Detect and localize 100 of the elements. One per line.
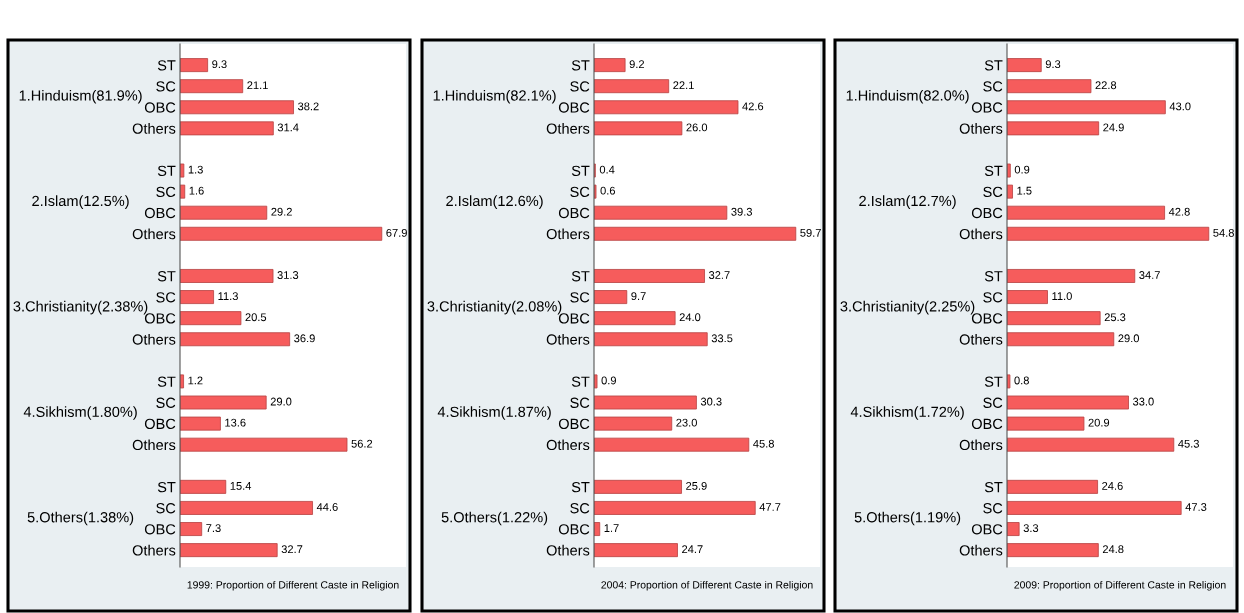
y-tick-label: OBC bbox=[144, 207, 176, 219]
y-tick-label: ST bbox=[571, 481, 590, 493]
data-label: 42.8 bbox=[1168, 207, 1190, 216]
y-tick-label: Others bbox=[546, 439, 590, 451]
data-label: 32.7 bbox=[281, 545, 303, 554]
data-label: 44.6 bbox=[316, 503, 338, 511]
data-label: 1.7 bbox=[604, 524, 619, 532]
y-tick-label: ST bbox=[157, 376, 176, 387]
data-label: 45.8 bbox=[753, 439, 774, 448]
data-label: 24.0 bbox=[679, 313, 701, 322]
data-label: 32.7 bbox=[708, 271, 730, 279]
y-tick-label: ST bbox=[157, 481, 176, 493]
y-tick-label: OBC bbox=[971, 313, 1003, 324]
data-label: 24.6 bbox=[1102, 481, 1123, 490]
data-label: 9.7 bbox=[631, 292, 646, 301]
y-tick-label: ST bbox=[571, 376, 590, 387]
y-tick-label: SC bbox=[983, 397, 1003, 408]
y-tick-label: OBC bbox=[144, 102, 176, 113]
data-label: 36.9 bbox=[294, 334, 315, 343]
data-label: 3.3 bbox=[1023, 524, 1039, 533]
data-label: 22.8 bbox=[1095, 81, 1117, 90]
y-tick-label: Others bbox=[132, 123, 176, 134]
y-tick-label: Others bbox=[546, 333, 590, 345]
data-label: 26.0 bbox=[686, 123, 708, 132]
y-tick-label: SC bbox=[570, 186, 590, 198]
text: 3.Christianity(2.08%) bbox=[427, 300, 562, 315]
data-label: 34.7 bbox=[1139, 271, 1160, 279]
data-label: 23.0 bbox=[676, 418, 697, 427]
data-label: 54.8 bbox=[1213, 228, 1234, 237]
y-tick-label: SC bbox=[983, 503, 1003, 514]
y-tick-label: SC bbox=[983, 81, 1003, 92]
data-label: 25.9 bbox=[686, 481, 707, 490]
y-tick-label: OBC bbox=[971, 524, 1003, 535]
text: 4.Sikhism(1.80%) bbox=[23, 406, 137, 420]
y-tick-label: SC bbox=[570, 397, 590, 408]
y-tick-label: Others bbox=[132, 544, 176, 556]
data-label: 59.7 bbox=[800, 228, 821, 237]
data-label: 0.9 bbox=[1014, 165, 1030, 174]
y-tick-label: OBC bbox=[558, 313, 590, 324]
data-label: 56.2 bbox=[351, 439, 373, 448]
data-label: 1.6 bbox=[189, 186, 204, 195]
text: 2.Islam(12.5%) bbox=[32, 195, 129, 209]
y-tick-label: OBC bbox=[144, 313, 176, 324]
data-label: 1.5 bbox=[1017, 186, 1032, 195]
y-tick-label: ST bbox=[157, 271, 176, 282]
data-label: 33.5 bbox=[711, 334, 733, 343]
text: 1.Hinduism(81.9%) bbox=[19, 89, 142, 104]
y-tick-label: ST bbox=[984, 376, 1003, 387]
text: 1.Hinduism(82.1%) bbox=[433, 89, 556, 104]
x-axis-title: 2004: Proportion of Different Caste in Religion bbox=[601, 580, 813, 591]
y-tick-label: Others bbox=[959, 123, 1003, 134]
y-tick-label: Others bbox=[959, 228, 1003, 240]
y-tick-label: ST bbox=[157, 60, 176, 71]
text: 3.Christianity(2.25%) bbox=[840, 300, 975, 315]
y-tick-label: SC bbox=[983, 292, 1003, 303]
data-label: 24.8 bbox=[1102, 545, 1124, 554]
y-tick-label: SC bbox=[156, 397, 176, 408]
data-label: 9.2 bbox=[629, 60, 645, 69]
y-tick-label: OBC bbox=[558, 524, 590, 535]
data-label: 42.6 bbox=[742, 102, 764, 111]
data-label: 0.6 bbox=[600, 186, 616, 195]
data-label: 20.9 bbox=[1088, 418, 1110, 427]
text: 2.Islam(12.6%) bbox=[446, 195, 543, 209]
text: 3.Christianity(2.38%) bbox=[13, 300, 148, 315]
y-tick-label: Others bbox=[546, 544, 590, 556]
data-label: 7.3 bbox=[206, 524, 221, 533]
x-axis-title: 2009: Proportion of Different Caste in Religion bbox=[1014, 580, 1226, 591]
y-tick-label: Others bbox=[132, 439, 176, 451]
y-tick-label: SC bbox=[156, 186, 176, 198]
text: 5.Others(1.19%) bbox=[854, 511, 961, 526]
y-tick-label: SC bbox=[570, 81, 590, 92]
y-tick-label: OBC bbox=[558, 102, 590, 113]
y-tick-label: OBC bbox=[558, 418, 590, 430]
data-label: 13.6 bbox=[225, 418, 246, 427]
y-tick-label: OBC bbox=[144, 524, 176, 535]
y-tick-label: SC bbox=[570, 292, 590, 303]
y-tick-label: OBC bbox=[971, 102, 1003, 113]
y-tick-label: OBC bbox=[144, 418, 176, 430]
x-axis-title: 1999: Proportion of Different Caste in Religion bbox=[187, 580, 399, 591]
data-label: 31.4 bbox=[277, 123, 299, 132]
y-tick-label: Others bbox=[959, 544, 1003, 556]
y-tick-label: ST bbox=[571, 60, 590, 71]
y-tick-label: Others bbox=[132, 333, 176, 345]
data-label: 31.3 bbox=[277, 271, 299, 279]
data-label: 43.0 bbox=[1169, 102, 1191, 111]
data-label: 11.3 bbox=[218, 292, 238, 301]
y-tick-label: ST bbox=[984, 165, 1003, 176]
y-tick-label: ST bbox=[984, 481, 1003, 493]
y-tick-label: ST bbox=[571, 271, 590, 282]
data-label: 29.0 bbox=[1118, 334, 1140, 343]
y-tick-label: OBC bbox=[971, 207, 1003, 219]
data-label: 47.7 bbox=[759, 503, 781, 511]
data-label: 1.2 bbox=[188, 376, 203, 385]
data-label: 22.1 bbox=[673, 81, 694, 90]
data-label: 30.3 bbox=[700, 397, 722, 406]
data-label: 24.7 bbox=[682, 545, 703, 553]
data-label: 0.8 bbox=[1014, 376, 1029, 385]
data-label: 39.3 bbox=[731, 207, 753, 216]
data-label: 15.4 bbox=[230, 482, 252, 490]
y-tick-label: SC bbox=[156, 81, 176, 92]
